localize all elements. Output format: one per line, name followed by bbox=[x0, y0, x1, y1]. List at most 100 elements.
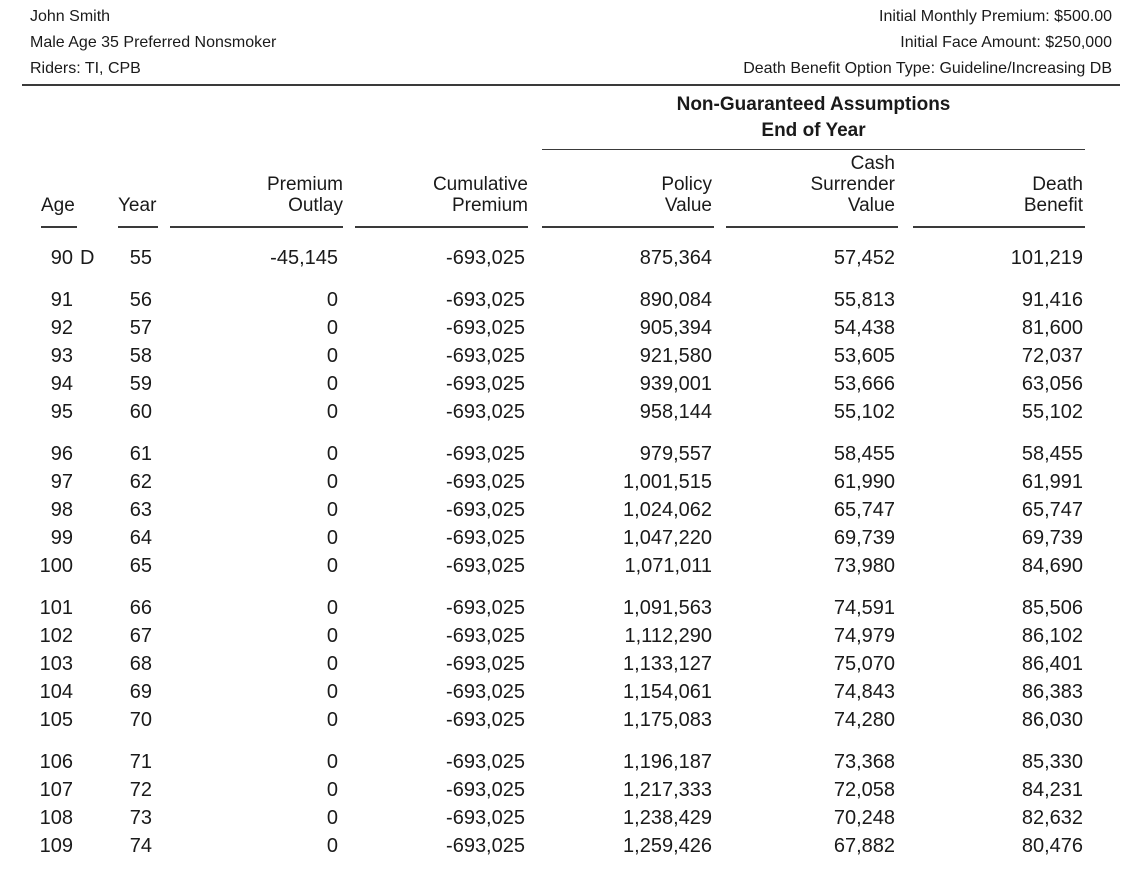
cell-age: 96 bbox=[50, 443, 73, 465]
cell-year: 69 bbox=[129, 681, 152, 703]
cell-age-flag bbox=[73, 496, 98, 524]
cell-age-flag bbox=[73, 468, 98, 496]
cell-cumulative-premium: -693,025 bbox=[446, 527, 525, 549]
cell-policy-value: 1,238,429 bbox=[623, 807, 712, 829]
cell-death-benefit: 84,690 bbox=[1021, 555, 1083, 577]
cell-cumulative-premium: -693,025 bbox=[446, 555, 525, 577]
cell-age-flag bbox=[73, 342, 98, 370]
column-underline-cash-surrender-value bbox=[726, 226, 898, 228]
cell-age: 102 bbox=[39, 625, 73, 647]
cell-premium-outlay: 0 bbox=[326, 443, 338, 465]
cell-year: 65 bbox=[129, 555, 152, 577]
initial-face-amount: Initial Face Amount: $250,000 bbox=[900, 34, 1112, 51]
cell-death-benefit: 86,383 bbox=[1021, 681, 1083, 703]
cell-cumulative-premium: -693,025 bbox=[446, 401, 525, 423]
table-column-headers: Age Year Premium Outlay Cumulative Premi… bbox=[0, 150, 1141, 228]
cell-policy-value: 875,364 bbox=[639, 247, 712, 269]
cell-age: 97 bbox=[50, 471, 73, 493]
cell-death-benefit: 85,506 bbox=[1021, 597, 1083, 619]
cell-cash-surrender-value: 73,980 bbox=[833, 555, 895, 577]
cell-death-benefit: 72,037 bbox=[1021, 345, 1083, 367]
cell-policy-value: 1,001,515 bbox=[623, 471, 712, 493]
row-group: 101 66 0 -693,025 1,091,563 74,591 85,50… bbox=[0, 594, 1141, 734]
cell-death-benefit: 86,030 bbox=[1021, 709, 1083, 731]
cell-premium-outlay: 0 bbox=[326, 527, 338, 549]
cell-year: 56 bbox=[129, 289, 152, 311]
cell-policy-value: 1,154,061 bbox=[623, 681, 712, 703]
cell-premium-outlay: 0 bbox=[326, 471, 338, 493]
illustration-row: 107 72 0 -693,025 1,217,333 72,058 84,23… bbox=[0, 776, 1141, 804]
cell-premium-outlay: 0 bbox=[326, 373, 338, 395]
cell-premium-outlay: -45,145 bbox=[270, 247, 338, 269]
policy-header: John Smith Male Age 35 Preferred Nonsmok… bbox=[30, 4, 1112, 82]
cell-cumulative-premium: -693,025 bbox=[446, 317, 525, 339]
span-header-subtitle: End of Year bbox=[761, 120, 866, 141]
illustration-row: 102 67 0 -693,025 1,112,290 74,979 86,10… bbox=[0, 622, 1141, 650]
cell-death-benefit: 61,991 bbox=[1021, 471, 1083, 493]
cell-cash-surrender-value: 57,452 bbox=[833, 247, 895, 269]
illustration-row: 109 74 0 -693,025 1,259,426 67,882 80,47… bbox=[0, 832, 1141, 860]
illustration-row: 101 66 0 -693,025 1,091,563 74,591 85,50… bbox=[0, 594, 1141, 622]
cell-cash-surrender-value: 55,102 bbox=[833, 401, 895, 423]
column-underline-cumulative-premium bbox=[355, 226, 528, 228]
cell-death-benefit: 91,416 bbox=[1021, 289, 1083, 311]
header-divider-rule bbox=[22, 84, 1120, 86]
illustration-row: 90 D 55 -45,145 -693,025 875,364 57,452 … bbox=[0, 244, 1141, 272]
cell-year: 62 bbox=[129, 471, 152, 493]
cell-policy-value: 1,112,290 bbox=[624, 625, 713, 647]
cell-premium-outlay: 0 bbox=[326, 653, 338, 675]
cell-age: 94 bbox=[50, 373, 73, 395]
cell-cash-surrender-value: 69,739 bbox=[833, 527, 895, 549]
cell-year: 55 bbox=[129, 247, 152, 269]
illustration-row: 91 56 0 -693,025 890,084 55,813 91,416 bbox=[0, 286, 1141, 314]
row-group: 91 56 0 -693,025 890,084 55,813 91,416 9… bbox=[0, 286, 1141, 426]
cell-cash-surrender-value: 73,368 bbox=[833, 751, 895, 773]
cell-age: 98 bbox=[50, 499, 73, 521]
cell-cumulative-premium: -693,025 bbox=[446, 499, 525, 521]
cell-death-benefit: 65,747 bbox=[1021, 499, 1083, 521]
cell-death-benefit: 55,102 bbox=[1021, 401, 1083, 423]
illustration-row: 96 61 0 -693,025 979,557 58,455 58,455 bbox=[0, 440, 1141, 468]
cell-death-benefit: 81,600 bbox=[1021, 317, 1083, 339]
cell-age: 90 bbox=[50, 247, 73, 269]
column-underline-year bbox=[118, 226, 158, 228]
column-header-premium-outlay: Premium Outlay bbox=[266, 174, 343, 216]
span-header-title: Non-Guaranteed Assumptions bbox=[676, 94, 951, 115]
cell-cumulative-premium: -693,025 bbox=[446, 653, 525, 675]
riders: Riders: TI, CPB bbox=[30, 60, 141, 77]
cell-premium-outlay: 0 bbox=[326, 835, 338, 857]
cell-premium-outlay: 0 bbox=[326, 751, 338, 773]
cell-cumulative-premium: -693,025 bbox=[446, 681, 525, 703]
cell-year: 59 bbox=[129, 373, 152, 395]
cell-year: 67 bbox=[129, 625, 152, 647]
column-header-cash-surrender-value: Cash Surrender Value bbox=[810, 153, 896, 216]
cell-age: 107 bbox=[39, 779, 73, 801]
cell-cumulative-premium: -693,025 bbox=[446, 345, 525, 367]
illustration-row: 105 70 0 -693,025 1,175,083 74,280 86,03… bbox=[0, 706, 1141, 734]
cell-year: 63 bbox=[129, 499, 152, 521]
death-benefit-option-type: Death Benefit Option Type: Guideline/Inc… bbox=[743, 60, 1112, 77]
illustration-row: 94 59 0 -693,025 939,001 53,666 63,056 bbox=[0, 370, 1141, 398]
cell-premium-outlay: 0 bbox=[326, 779, 338, 801]
cell-year: 72 bbox=[129, 779, 152, 801]
cell-age-flag bbox=[73, 776, 98, 804]
cell-policy-value: 958,144 bbox=[639, 401, 712, 423]
policy-header-left: John Smith Male Age 35 Preferred Nonsmok… bbox=[30, 4, 276, 82]
cell-age-flag bbox=[73, 440, 98, 468]
cell-cumulative-premium: -693,025 bbox=[446, 625, 525, 647]
cell-cash-surrender-value: 72,058 bbox=[833, 779, 895, 801]
cell-age: 95 bbox=[50, 401, 73, 423]
cell-year: 60 bbox=[129, 401, 152, 423]
column-underline-policy-value bbox=[542, 226, 714, 228]
cell-cash-surrender-value: 74,280 bbox=[833, 709, 895, 731]
cell-cumulative-premium: -693,025 bbox=[446, 835, 525, 857]
cell-policy-value: 1,217,333 bbox=[623, 779, 712, 801]
non-guaranteed-assumptions-header: Non-Guaranteed Assumptions End of Year bbox=[542, 92, 1085, 150]
cell-age: 93 bbox=[50, 345, 73, 367]
cell-year: 70 bbox=[129, 709, 152, 731]
cell-age-flag bbox=[73, 832, 98, 860]
column-header-year: Year bbox=[118, 195, 157, 216]
cell-policy-value: 1,175,083 bbox=[623, 709, 712, 731]
cell-age-flag bbox=[73, 678, 98, 706]
cell-age-flag bbox=[73, 314, 98, 342]
